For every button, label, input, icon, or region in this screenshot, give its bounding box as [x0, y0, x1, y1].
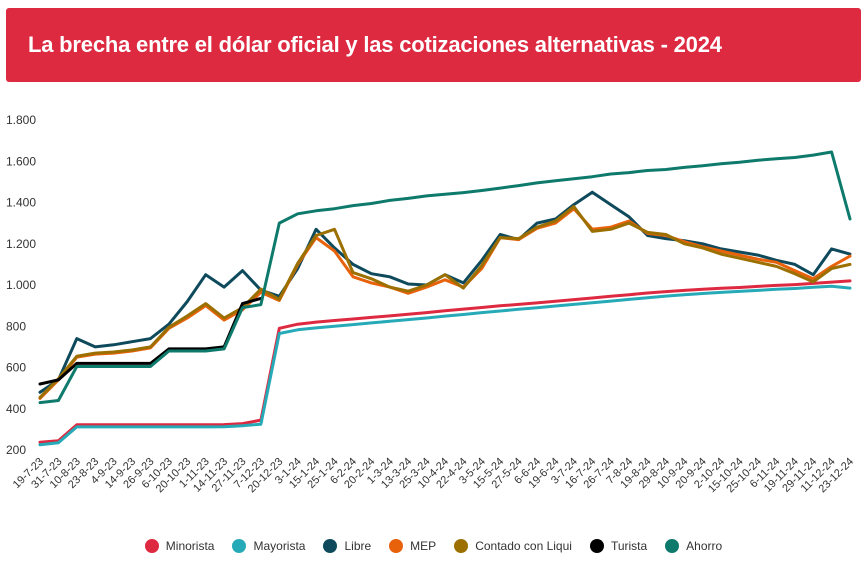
legend-marker [389, 539, 404, 553]
legend-item-contado-con-liqui[interactable]: Contado con Liqui [454, 539, 572, 553]
legend-label: Contado con Liqui [475, 539, 572, 553]
y-tick-label: 1.600 [6, 154, 36, 168]
legend-item-minorista[interactable]: Minorista [144, 539, 215, 553]
legend-label: Turista [610, 539, 648, 553]
line-chart: 2004006008001.0001.2001.4001.6001.80019-… [6, 113, 856, 495]
y-tick-label: 800 [6, 319, 26, 333]
legend-item-mep[interactable]: MEP [389, 539, 436, 553]
title-banner: La brecha entre el dólar oficial y las c… [6, 8, 861, 82]
y-tick-label: 1.800 [6, 113, 36, 127]
y-tick-label: 1.200 [6, 237, 36, 251]
y-tick-label: 1.400 [6, 196, 36, 210]
legend-marker [144, 539, 159, 553]
legend-item-ahorro[interactable]: Ahorro [665, 539, 722, 553]
legend-label: Minorista [165, 539, 215, 553]
legend-marker [665, 539, 680, 553]
legend-label: Ahorro [686, 539, 723, 553]
series-line-contado-con-liqui [38, 205, 852, 399]
series-line-ahorro [38, 150, 852, 405]
legend-marker [454, 539, 469, 553]
legend-marker [232, 539, 247, 553]
legend-item-mayorista[interactable]: Mayorista [232, 539, 305, 553]
series-line-mep [38, 207, 852, 400]
legend-label: MEP [410, 539, 437, 553]
legend-item-libre[interactable]: Libre [323, 539, 371, 553]
legend-item-turista[interactable]: Turista [589, 539, 648, 553]
y-tick-label: 400 [6, 402, 26, 416]
legend-label: Mayorista [253, 539, 306, 553]
legend: Minorista Mayorista Libre MEP Contado con Li… [0, 532, 867, 560]
legend-label: Libre [344, 539, 372, 553]
y-tick-label: 1.000 [6, 278, 36, 292]
y-tick-label: 600 [6, 361, 26, 375]
series-line-minorista [38, 279, 852, 444]
legend-marker [589, 539, 604, 553]
legend-marker [323, 539, 338, 553]
y-tick-label: 200 [6, 443, 26, 457]
series-line-mayorista [38, 284, 852, 447]
chart-title: La brecha entre el dólar oficial y las c… [28, 32, 722, 57]
